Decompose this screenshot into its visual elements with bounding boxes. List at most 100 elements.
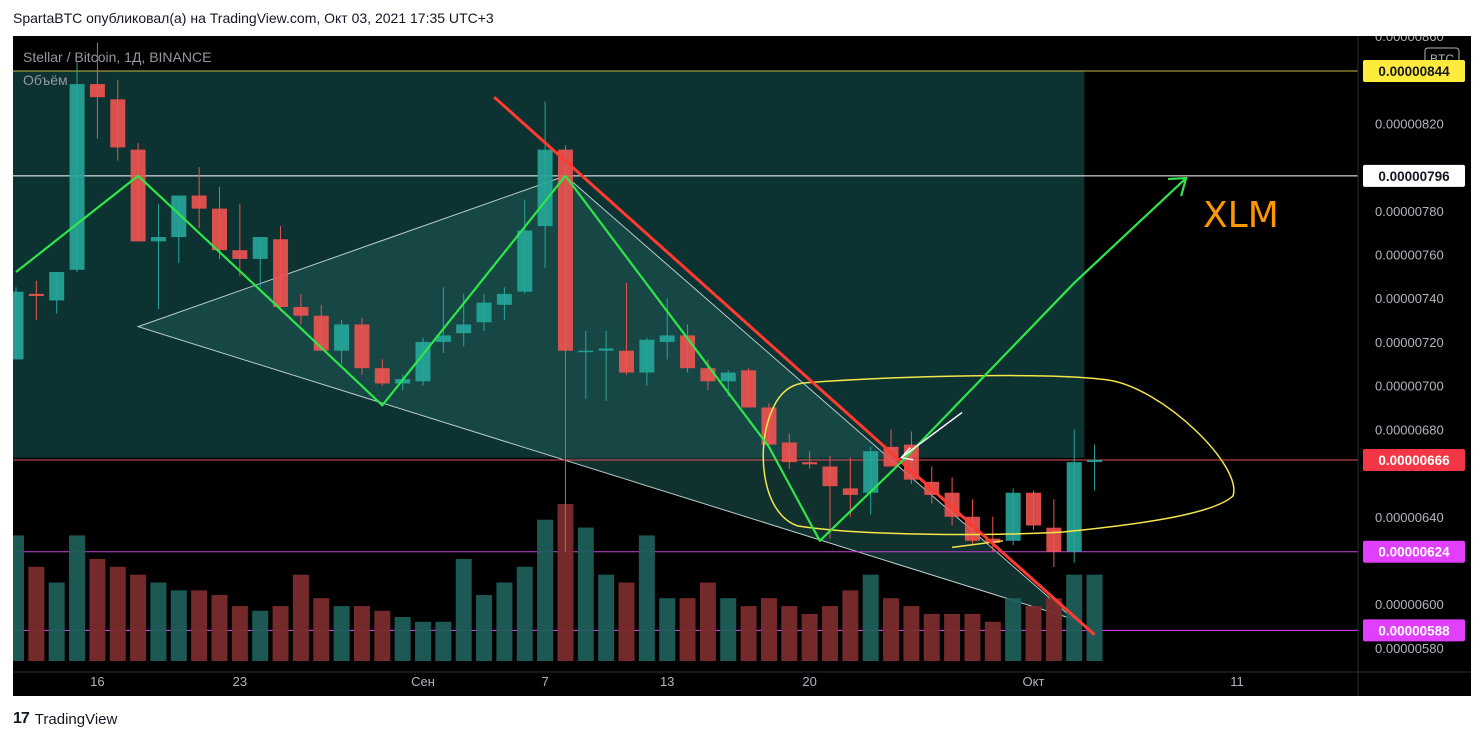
volume-bar — [679, 598, 696, 661]
candle — [130, 143, 146, 242]
candle-body — [293, 306, 309, 316]
volume-bar — [170, 590, 187, 661]
support-segment — [952, 540, 1004, 549]
price-label-text: 0.00000844 — [1378, 64, 1450, 79]
candle-body — [456, 324, 472, 334]
candle-body — [557, 149, 573, 351]
consolidation-ellipse — [762, 374, 1235, 536]
volume-label: Объём — [23, 72, 68, 88]
candle-body — [89, 84, 105, 98]
volume-bar — [48, 582, 65, 661]
candle-body — [13, 291, 24, 360]
chart-panel[interactable]: XLM Stellar / Bitcoin, 1Д, BINANCE Объём 0.… — [13, 36, 1471, 696]
y-tick-label: 0.00000700 — [1375, 379, 1444, 394]
candle — [741, 368, 757, 408]
candle — [1066, 429, 1082, 563]
price-label-box — [1363, 59, 1465, 82]
volume-bar — [130, 574, 147, 661]
price-label-box — [1363, 164, 1465, 187]
volume-bar — [211, 595, 228, 661]
price-label-text: 0.00000624 — [1378, 545, 1450, 560]
price-label-text: 0.00000666 — [1378, 453, 1450, 468]
candle — [415, 337, 431, 386]
candle — [334, 320, 350, 364]
volume-bar — [720, 598, 737, 661]
volume-bar — [923, 613, 940, 661]
publisher-line: SpartaBTC опубликовал(а) на TradingView.… — [13, 10, 494, 26]
candle — [435, 287, 451, 353]
candle-body — [985, 538, 1001, 543]
candle-body — [720, 372, 736, 382]
candle-body — [802, 462, 818, 465]
volume-bar — [903, 606, 920, 661]
candle — [171, 195, 187, 264]
candle-body — [700, 368, 716, 382]
y-tick-label: 0.00000820 — [1375, 116, 1444, 131]
volume-bar — [394, 617, 411, 661]
candle-body — [1005, 492, 1021, 541]
candle — [313, 304, 329, 351]
candle — [28, 280, 44, 321]
volume-bar — [516, 566, 533, 661]
volume-bar — [150, 582, 167, 661]
candle — [822, 455, 838, 539]
price-label-0.00000666: 0.00000666 — [1363, 448, 1465, 471]
candle-body — [517, 230, 533, 292]
volume-bar — [801, 613, 818, 661]
volume-bar — [252, 610, 269, 661]
candle — [49, 272, 65, 314]
volume-bar — [191, 590, 208, 661]
tradingview-brand[interactable]: TradingView — [34, 710, 118, 728]
candle — [293, 293, 309, 325]
volume-bar — [598, 574, 615, 661]
volume-bar — [272, 606, 289, 661]
candle — [232, 204, 248, 277]
candle-body — [191, 195, 207, 209]
candle — [69, 62, 85, 273]
footer: 17 TradingView — [13, 710, 117, 728]
candle — [89, 42, 105, 139]
price-label-box — [1363, 448, 1465, 471]
y-tick-label: 0.00000720 — [1375, 335, 1444, 350]
candle-body — [232, 250, 248, 259]
plot-area: XLM — [13, 42, 1358, 661]
candle-body — [1026, 492, 1041, 526]
price-chart[interactable]: XLM Stellar / Bitcoin, 1Д, BINANCE Объём 0.… — [13, 36, 1471, 696]
volume-bar — [964, 613, 981, 661]
candle-body — [212, 208, 227, 251]
candle-body — [1046, 527, 1062, 552]
candle — [110, 79, 126, 161]
candle-body — [741, 370, 757, 408]
projected-path-line — [15, 174, 1187, 542]
volume-bar — [577, 527, 594, 661]
volume-bar — [353, 606, 370, 661]
candle-body — [598, 348, 614, 351]
volume-bar — [659, 598, 676, 661]
candle-body — [252, 237, 268, 259]
volume-bar — [435, 621, 452, 661]
candle-body — [49, 272, 65, 301]
volume-bar — [638, 535, 655, 661]
y-tick-label: 0.00000760 — [1375, 248, 1444, 263]
price-label-box — [1363, 540, 1465, 563]
candle-body — [1087, 459, 1103, 463]
candle — [191, 167, 207, 229]
tradingview-logo-icon[interactable]: 17 — [13, 710, 30, 727]
volume-bar — [984, 621, 1001, 661]
candle-body — [313, 315, 329, 351]
candle — [1026, 490, 1041, 530]
candle-body — [273, 239, 289, 307]
candle — [578, 331, 594, 399]
candle — [883, 429, 899, 467]
volume-bar — [333, 606, 350, 661]
y-tick-label: 0.00000780 — [1375, 204, 1444, 219]
volume-bar — [740, 606, 757, 661]
candle-body — [374, 368, 390, 384]
y-tick-label: 0.00000600 — [1375, 597, 1444, 612]
candle-body — [354, 324, 370, 369]
volume-bar — [537, 519, 554, 661]
x-tick-label: 11 — [1230, 674, 1244, 689]
candle — [517, 199, 533, 294]
candle — [212, 186, 227, 259]
x-tick-label: 13 — [660, 674, 674, 689]
